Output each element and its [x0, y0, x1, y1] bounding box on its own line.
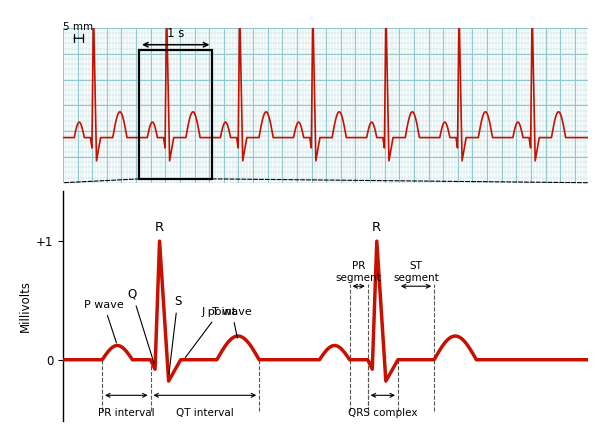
Text: R: R [155, 221, 164, 234]
Text: S: S [169, 295, 181, 374]
Text: J point: J point [185, 307, 237, 357]
Text: 5 mm: 5 mm [64, 22, 94, 32]
Y-axis label: Millivolts: Millivolts [19, 280, 32, 332]
Text: PR
segment: PR segment [336, 261, 382, 283]
Text: P wave: P wave [84, 300, 124, 343]
Text: Q: Q [128, 287, 154, 364]
Text: ST
segment: ST segment [393, 261, 439, 283]
Text: T wave: T wave [212, 307, 252, 338]
Text: R: R [372, 221, 382, 234]
Text: PR interval: PR interval [98, 408, 155, 418]
Bar [139, 50, 212, 179]
Text: 1 s: 1 s [167, 27, 184, 40]
Text: QRS complex: QRS complex [348, 408, 418, 418]
Text: QT interval: QT interval [176, 408, 233, 418]
